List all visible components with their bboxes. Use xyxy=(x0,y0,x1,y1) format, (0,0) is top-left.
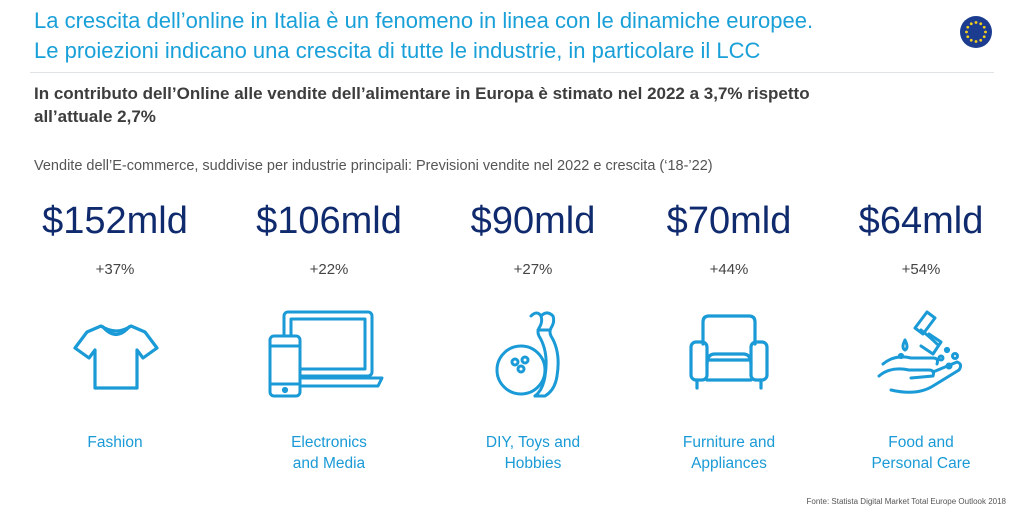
currency-symbol: $ xyxy=(470,200,492,242)
industry-label: DIY, Toys and Hobbies xyxy=(438,432,628,474)
sales-value: $90mld xyxy=(438,196,628,246)
sales-unit: mld xyxy=(730,200,792,242)
tshirt-icon xyxy=(65,304,165,404)
page-title: La crescita dell’online in Italia è un f… xyxy=(34,6,964,66)
sales-value: $152mld xyxy=(20,196,210,246)
growth-rate: +22% xyxy=(309,261,349,278)
currency-symbol: $ xyxy=(858,200,880,242)
industry-label: Furniture and Appliances xyxy=(634,432,824,474)
sales-unit: mld xyxy=(534,200,596,242)
industry-label: Electronics and Media xyxy=(234,432,424,474)
industry-label: Fashion xyxy=(20,432,210,453)
subtitle: In contributo dell’Online alle vendite d… xyxy=(34,82,974,128)
label-line-2: and Media xyxy=(292,455,366,472)
title-line-2: Le proiezioni indicano una crescita di t… xyxy=(34,38,761,63)
source-note: Fonte: Statista Digital Market Total Eur… xyxy=(806,497,1006,506)
label-line-1: Food and xyxy=(888,434,954,451)
section-caption: Vendite dell’E-commerce, suddivise per i… xyxy=(34,158,713,174)
eu-flag-icon xyxy=(960,16,992,48)
sales-unit: mld xyxy=(126,200,188,242)
sales-amount: 90 xyxy=(491,200,535,242)
armchair-icon xyxy=(679,304,779,404)
sales-amount: 64 xyxy=(879,200,923,242)
subtitle-line-2: all’attuale 2,7% xyxy=(34,107,156,126)
label-line-1: Furniture and xyxy=(682,434,776,451)
industry-label: Food and Personal Care xyxy=(826,432,1016,474)
sales-unit: mld xyxy=(922,200,984,242)
currency-symbol: $ xyxy=(256,200,278,242)
hand-wash-icon xyxy=(871,304,971,404)
sales-value: $64mld xyxy=(826,196,1016,246)
industry-card-electronics: $106mld +22% Electronics and Media xyxy=(234,196,424,486)
sales-amount: 106 xyxy=(277,200,341,242)
label-line-1: Fashion xyxy=(87,434,143,451)
label-line-1: DIY, Toys and xyxy=(485,434,581,451)
devices-icon xyxy=(264,304,394,404)
industry-card-fashion: $152mld +37% Fashion xyxy=(20,196,210,486)
growth-rate: +27% xyxy=(513,261,553,278)
label-line-2: Personal Care xyxy=(871,455,971,472)
label-line-1: Electronics xyxy=(291,434,367,451)
subtitle-line-1: In contributo dell’Online alle vendite d… xyxy=(34,84,810,103)
growth-rate: +44% xyxy=(709,261,749,278)
industry-card-furniture: $70mld +44% Furniture and Appliances xyxy=(634,196,824,486)
sales-value: $106mld xyxy=(234,196,424,246)
growth-rate: +54% xyxy=(901,261,941,278)
sales-amount: 70 xyxy=(687,200,731,242)
sales-unit: mld xyxy=(340,200,402,242)
title-divider xyxy=(30,72,994,73)
industry-card-food: $64mld +54% Food and Personal Care xyxy=(826,196,1016,486)
industry-card-diy: $90mld +27% DIY, Toys and Hobbies xyxy=(438,196,628,486)
currency-symbol: $ xyxy=(42,200,64,242)
label-line-2: Appliances xyxy=(691,455,767,472)
growth-rate: +37% xyxy=(95,261,135,278)
sales-value: $70mld xyxy=(634,196,824,246)
bowling-icon xyxy=(483,304,583,404)
title-line-1: La crescita dell’online in Italia è un f… xyxy=(34,8,814,33)
currency-symbol: $ xyxy=(666,200,688,242)
label-line-2: Hobbies xyxy=(504,455,562,472)
sales-amount: 152 xyxy=(63,200,127,242)
